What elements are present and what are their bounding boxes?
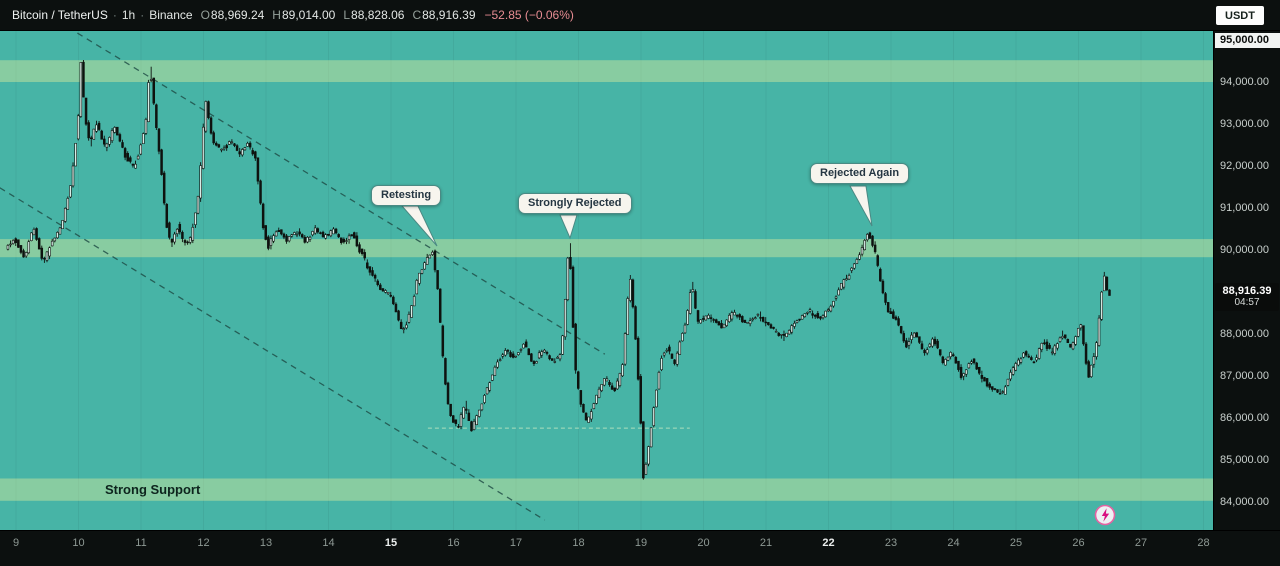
time-axis-label: 20 <box>697 537 710 549</box>
price-axis-label: 88,000.00 <box>1220 328 1269 340</box>
price-axis-label: 84,000.00 <box>1220 496 1269 508</box>
time-axis-label: 25 <box>1009 537 1023 549</box>
currency-toggle-button[interactable]: USDT <box>1216 6 1264 25</box>
close-value: 88,916.39 <box>422 8 476 22</box>
price-axis-label: 87,000.00 <box>1220 370 1269 382</box>
time-axis[interactable]: 9 10 11 12 13 14 15 16 17 18 19 20 21 22 23 24 25 26 27 28 <box>0 530 1280 566</box>
time-axis-label: 26 <box>1072 537 1085 549</box>
exchange-label[interactable]: Binance <box>149 8 193 22</box>
price-level-badge[interactable]: 95,000.00 <box>1215 33 1280 48</box>
interval-label[interactable]: 1h <box>121 8 136 22</box>
time-axis-label: 19 <box>634 537 648 549</box>
price-axis-label: 94,000.00 <box>1220 76 1269 88</box>
separator: · <box>140 8 145 22</box>
current-price-value: 88,916.39 <box>1222 284 1272 297</box>
time-axis-label: 18 <box>572 537 585 549</box>
close-label: C <box>412 8 422 22</box>
time-axis-label: 24 <box>947 537 960 549</box>
open-label: O <box>200 8 210 22</box>
price-axis-label: 91,000.00 <box>1220 202 1269 214</box>
symbol-info[interactable]: Bitcoin / TetherUS · 1h · Binance O 88,96… <box>12 8 574 22</box>
time-axis-label: 15 <box>384 537 398 549</box>
support-zone-label[interactable]: Strong Support <box>105 482 201 497</box>
time-axis-label: 11 <box>135 537 147 549</box>
time-axis-label: 27 <box>1134 537 1148 549</box>
price-axis-label: 86,000.00 <box>1220 412 1269 424</box>
low-label: L <box>343 8 351 22</box>
price-axis-label: 92,000.00 <box>1220 160 1269 172</box>
separator: · <box>112 8 117 22</box>
price-axis-label: 93,000.00 <box>1220 118 1269 130</box>
time-axis-label: 22 <box>822 537 835 549</box>
price-callout[interactable]: Retesting <box>371 185 442 206</box>
current-price-badge: 88,916.39 04:57 <box>1215 282 1279 311</box>
time-axis-label: 28 <box>1197 537 1210 549</box>
time-axis-label: 12 <box>197 537 210 549</box>
time-axis-label: 14 <box>322 537 335 549</box>
price-axis-label: 90,000.00 <box>1220 244 1269 256</box>
chart-topbar: Bitcoin / TetherUS · 1h · Binance O 88,96… <box>0 0 1280 31</box>
watermark-flash-logo <box>1094 504 1116 526</box>
candlestick-chart[interactable] <box>0 30 1213 530</box>
high-value: 89,014.00 <box>281 8 336 22</box>
time-axis-label: 17 <box>509 537 523 549</box>
time-axis-label: 16 <box>447 537 460 549</box>
time-axis-label: 9 <box>12 537 20 549</box>
open-value: 88,969.24 <box>210 8 265 22</box>
high-label: H <box>272 8 281 22</box>
chart-pane[interactable]: Strong Support Retesting Strongly Rejecte… <box>0 30 1213 530</box>
time-axis-label: 10 <box>72 537 85 549</box>
low-value: 88,828.06 <box>351 8 405 22</box>
candle-countdown: 04:57 <box>1234 296 1260 308</box>
price-axis[interactable]: 95,000.00 88,916.39 04:57 94,000.00 93,00… <box>1213 30 1280 530</box>
price-callout[interactable]: Rejected Again <box>810 163 910 184</box>
symbol-name[interactable]: Bitcoin / TetherUS <box>12 8 108 22</box>
price-callout[interactable]: Strongly Rejected <box>518 193 632 214</box>
price-change: −52.85 (−0.06%) <box>484 8 574 22</box>
time-axis-label: 21 <box>759 537 773 549</box>
price-axis-label: 85,000.00 <box>1220 454 1269 466</box>
time-axis-label: 23 <box>884 537 898 549</box>
time-axis-label: 13 <box>259 537 273 549</box>
